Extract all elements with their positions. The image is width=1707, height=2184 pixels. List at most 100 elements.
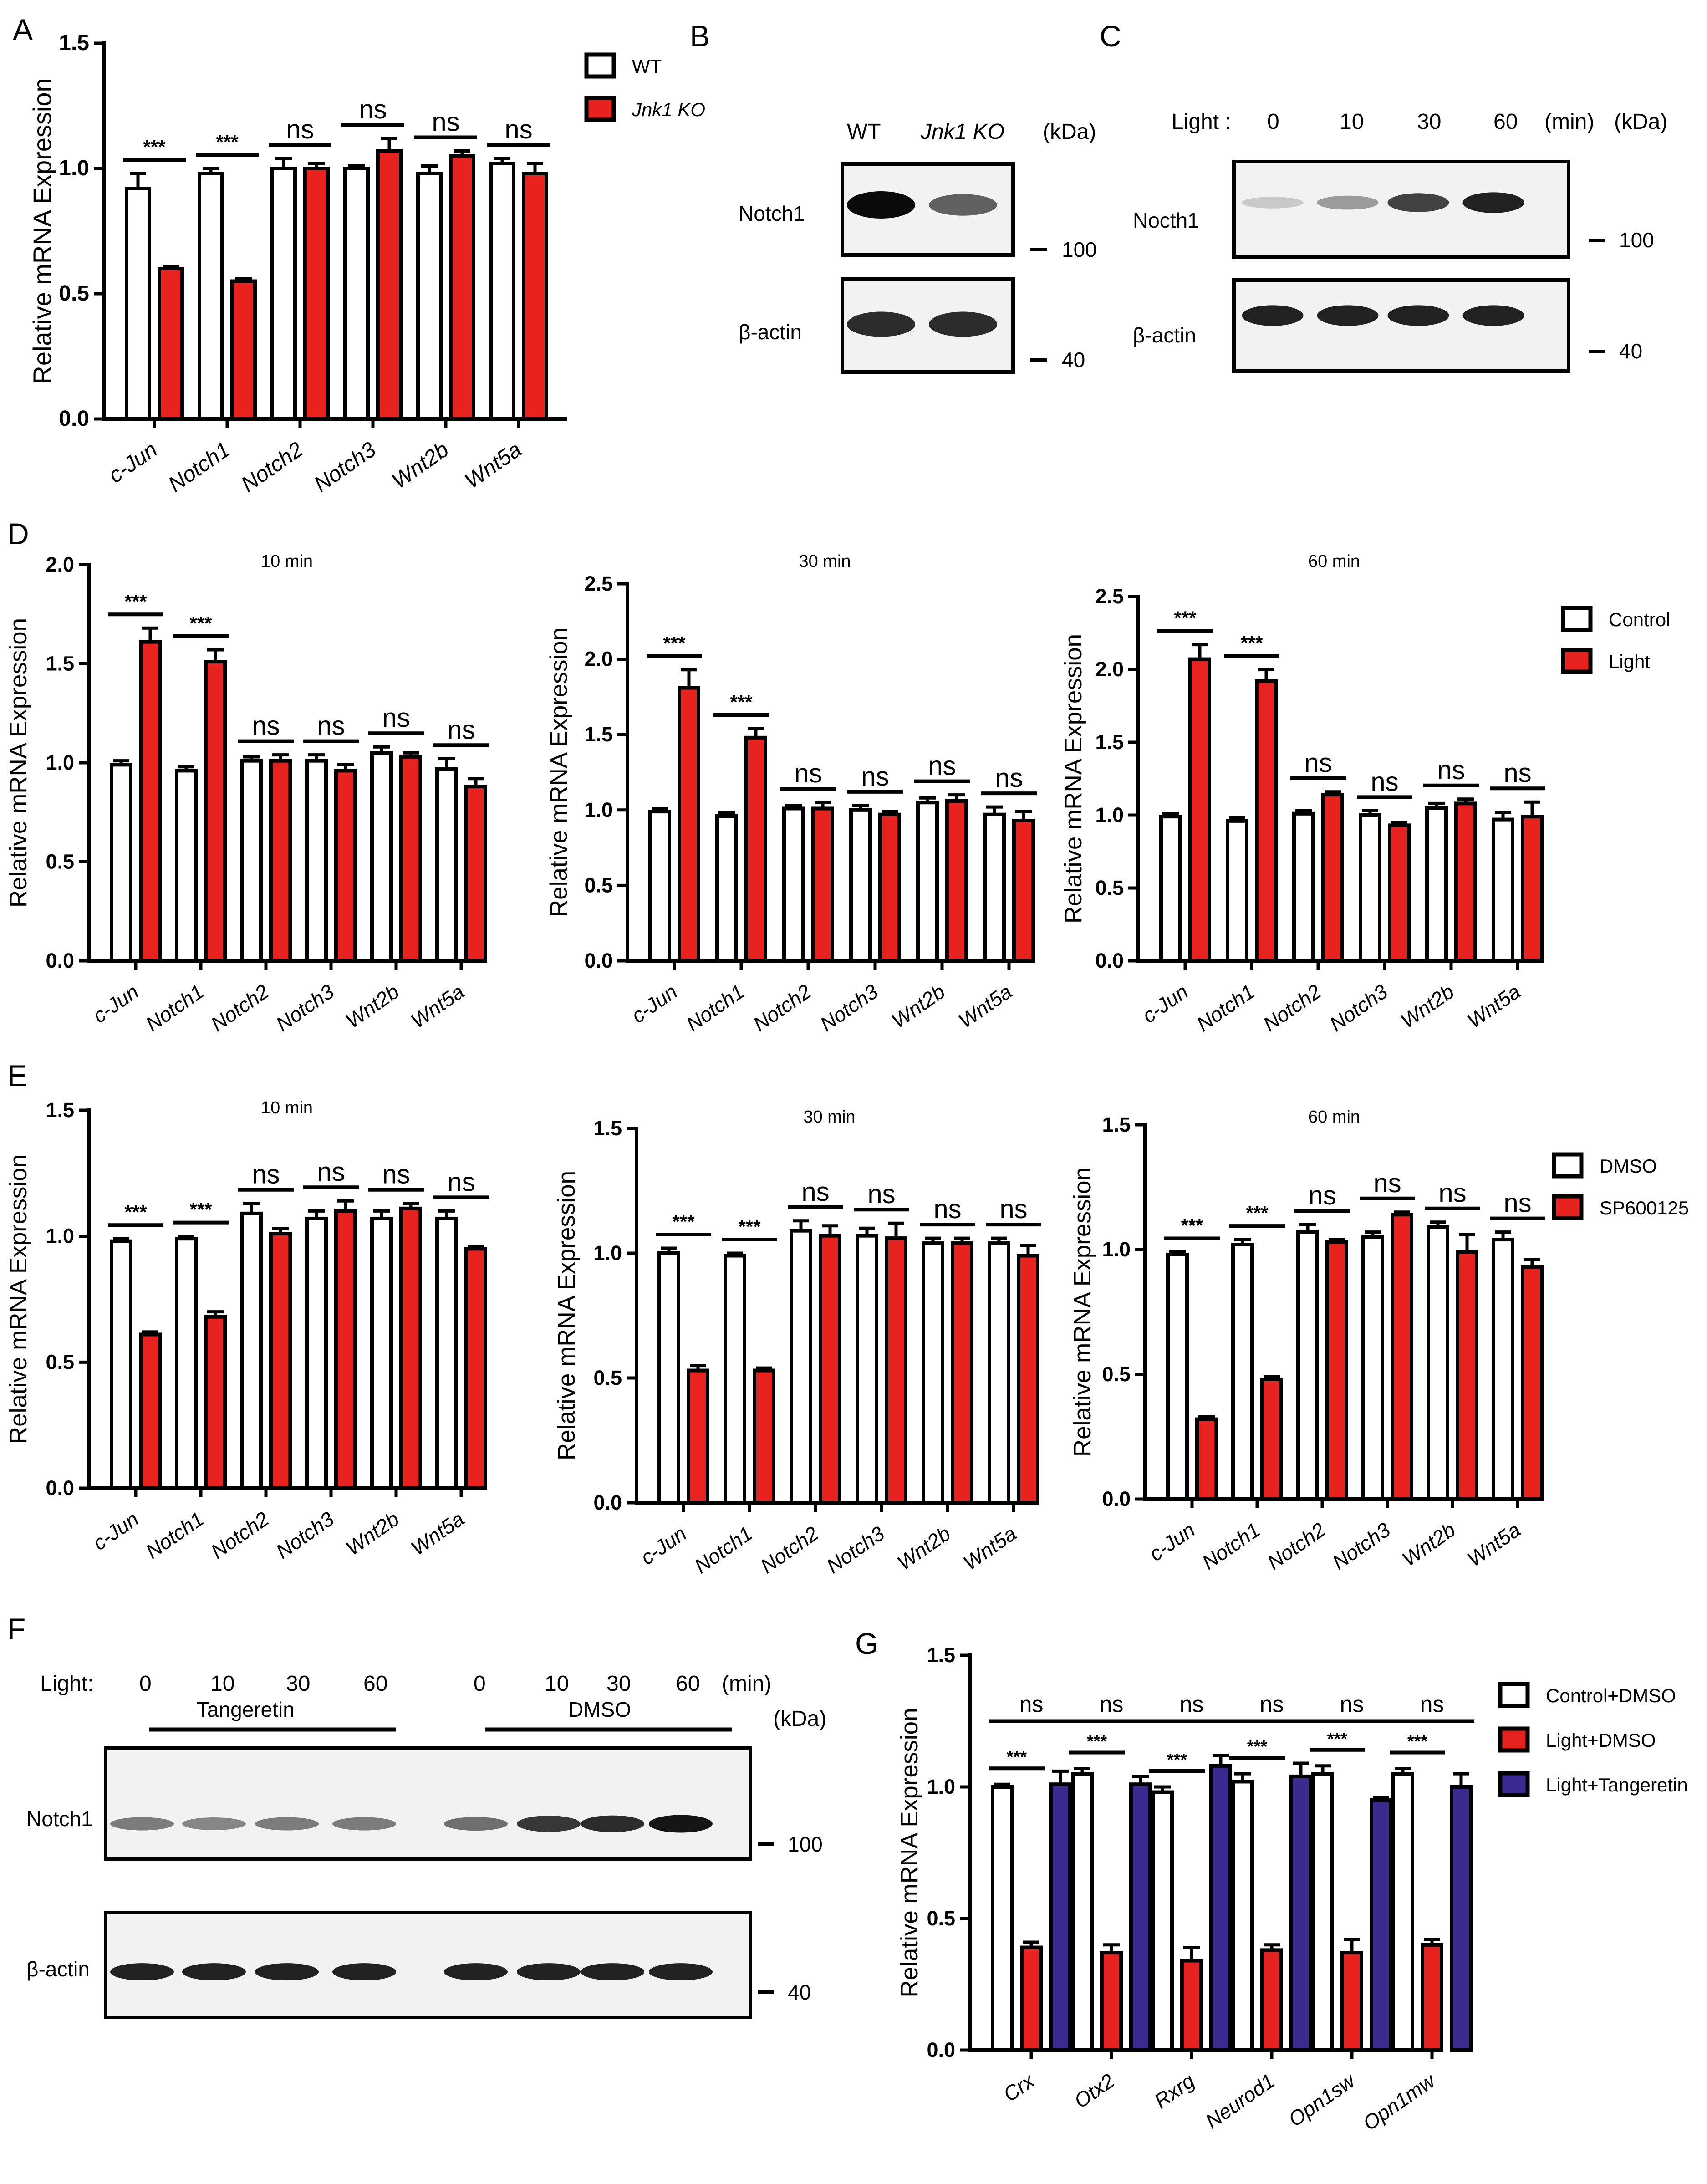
legend-swatch-control [1561, 606, 1593, 632]
bar-dmso-notch1 [175, 1237, 198, 1490]
blot-c: Light : 0 10 30 60 (min) (kDa) Nocth1 β-… [1133, 110, 1667, 373]
y-tick-label: 1.0 [584, 798, 613, 822]
blot-b-header-kda: (kDa) [1043, 120, 1096, 144]
y-tick-label: 0.0 [584, 949, 613, 972]
bar-light-tangeretin-rxrg [1209, 1764, 1232, 2052]
x-tick-label: Opn1sw [1284, 2068, 1360, 2131]
bar-light-wnt5a [464, 785, 487, 963]
bar-sp600125-notch3 [1391, 1213, 1413, 1501]
bar-sp600125-notch2 [819, 1234, 841, 1505]
bar-wt-c-jun [125, 187, 151, 421]
significance-label-low: *** [1407, 1732, 1428, 1751]
bar-wt-notch1 [198, 172, 224, 421]
blot-c-marker-40: 40 [1619, 339, 1642, 363]
significance-label: ns [1503, 1189, 1531, 1218]
x-tick-label: Notch1 [1198, 1518, 1264, 1574]
bar-sp600125-c-jun [1195, 1417, 1218, 1501]
blot-band [847, 311, 915, 337]
blot-c-unit-kda: (kDa) [1614, 110, 1667, 134]
chart-e-30min: 0.0 0.5 1.0 1.5 Relative mRNA Expression 30 m… [553, 1107, 1041, 1578]
significance-label: *** [189, 612, 212, 634]
significance-label: ns [1438, 1179, 1466, 1208]
y-tick-label: 1.0 [1102, 1238, 1131, 1261]
bar-sp600125-wnt5a [1017, 1254, 1039, 1505]
panel-letter-d: D [7, 517, 29, 551]
bar-control-wnt2b [370, 751, 393, 963]
significance-label: ns [1371, 767, 1398, 796]
blot-band [332, 1817, 396, 1831]
legend-label-light: Light [1609, 651, 1650, 672]
y-axis-title: Relative mRNA Expression [896, 1708, 923, 1997]
significance-label-high: ns [1100, 1692, 1124, 1717]
significance-label: ns [1373, 1169, 1401, 1198]
y-tick-label: 0.5 [1102, 1362, 1131, 1386]
bar-control-notch1 [1226, 819, 1248, 963]
bar-control-wnt5a [435, 767, 458, 963]
chart-title: 30 min [803, 1107, 855, 1127]
bar-dmso-wnt5a [1492, 1238, 1514, 1501]
blot-band [581, 1815, 644, 1832]
bar-control-wnt5a [983, 812, 1006, 963]
x-tick-label: c-Jun [88, 1507, 143, 1555]
y-axis-title: Relative mRNA Expression [553, 1171, 580, 1460]
bar-wt-wnt5a [489, 162, 515, 421]
blot-band [517, 1816, 581, 1832]
legend-label-control: Control [1609, 609, 1670, 630]
bar-light-notch1 [744, 735, 767, 963]
x-tick-label: Notch3 [310, 437, 380, 497]
significance-label-high: ns [1019, 1692, 1044, 1717]
x-tick-label: Wnt2b [1396, 980, 1458, 1032]
x-tick-label: c-Jun [1145, 1518, 1199, 1566]
x-tick-label: Rxrg [1150, 2069, 1199, 2113]
bar-jnk1-ko-c-jun [158, 267, 184, 421]
significance-label: *** [1181, 1214, 1203, 1236]
legend-label-jnk1-ko: Jnk1 KO [632, 99, 705, 120]
y-tick-label: 2.5 [1095, 585, 1124, 608]
panel-letter-e: E [7, 1059, 27, 1092]
bar-control-notch2 [782, 806, 805, 963]
x-tick-label: Notch3 [1325, 980, 1392, 1036]
bar-dmso-notch3 [856, 1234, 878, 1505]
y-tick-label: 1.5 [927, 1643, 955, 1667]
x-tick-label: Wnt5a [460, 438, 526, 494]
blot-band [444, 1963, 508, 1980]
significance-label: ns [382, 1160, 410, 1189]
x-tick-label: Neurod1 [1201, 2069, 1279, 2133]
bar-control-wnt2b [1425, 806, 1448, 963]
significance-label-high: ns [1180, 1692, 1204, 1717]
blot-f-unit-min: (min) [722, 1672, 771, 1696]
significance-label: ns [286, 115, 314, 144]
significance-label: *** [1174, 607, 1197, 629]
blot-f-time-8: 60 [676, 1672, 700, 1696]
legend-swatch-light-dmso [1498, 1726, 1530, 1753]
bar-light-notch1 [204, 660, 227, 963]
x-tick-label: Notch1 [682, 980, 749, 1036]
bar-light-wnt5a [1521, 815, 1544, 963]
significance-label: ns [861, 762, 889, 791]
bar-light-dmso-opn1mw [1421, 1943, 1443, 2052]
significance-label: ns [317, 711, 345, 741]
blot-band [255, 1817, 319, 1831]
significance-label-high: ns [1340, 1692, 1364, 1717]
blot-c-membrane-actin [1232, 278, 1570, 373]
bar-control-dmso-opn1sw [1311, 1772, 1334, 2052]
panel-letter-c: C [1100, 19, 1121, 53]
x-tick-label: Notch3 [822, 1521, 889, 1578]
blot-band [444, 1817, 508, 1831]
chart-e-60min: 0.0 0.5 1.0 1.5 Relative mRNA Expression 60 m… [1069, 1107, 1689, 1574]
bar-control-notch3 [1359, 813, 1381, 963]
blot-band [517, 1963, 581, 1980]
bar-light-dmso-neurod1 [1260, 1948, 1283, 2052]
y-tick-label: 1.5 [59, 31, 89, 55]
legend-swatch-dmso [1552, 1152, 1584, 1179]
bar-sp600125-wnt5a [464, 1247, 487, 1490]
bar-light-notch1 [1255, 679, 1278, 963]
bar-control-notch3 [305, 759, 328, 963]
bar-light-notch2 [1321, 793, 1344, 963]
x-tick-label: Notch1 [142, 980, 208, 1036]
bar-light-wnt5a [1012, 818, 1035, 963]
x-tick-label: Notch3 [1328, 1518, 1395, 1574]
significance-label: ns [317, 1157, 345, 1187]
bar-control-dmso-crx [991, 1785, 1014, 2052]
y-tick-label: 0.0 [1095, 949, 1124, 972]
